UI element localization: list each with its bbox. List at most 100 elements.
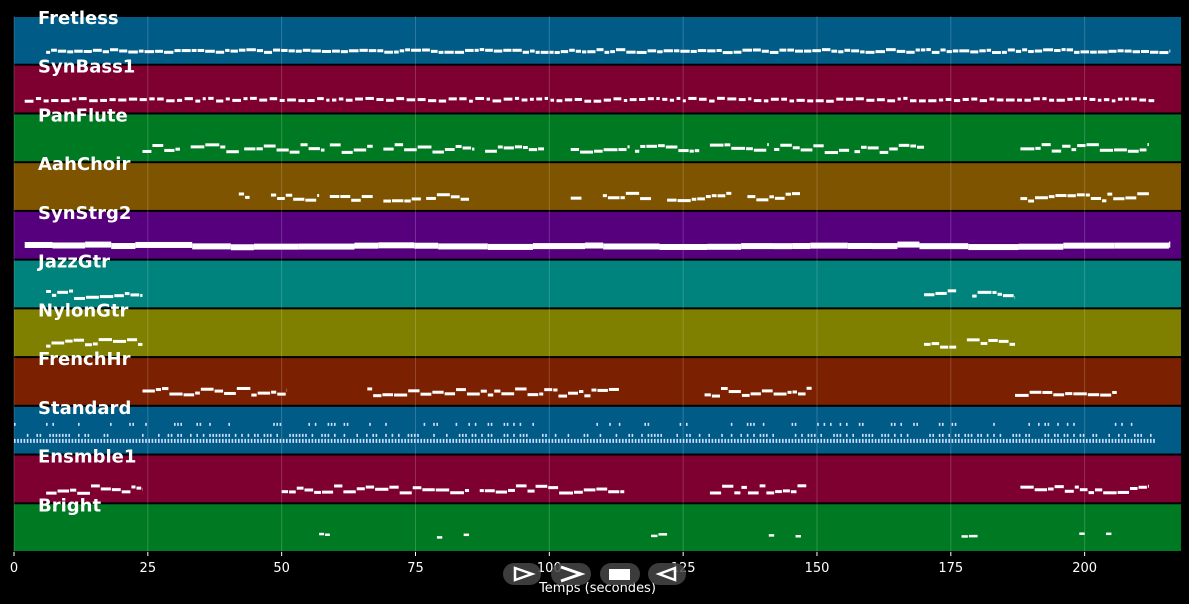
note [686, 422, 688, 426]
note [753, 99, 762, 103]
note [263, 144, 276, 148]
note [554, 438, 557, 443]
note [287, 98, 296, 102]
note [462, 433, 464, 437]
note [618, 422, 621, 426]
note [238, 48, 246, 52]
note [279, 98, 285, 102]
note [615, 438, 618, 443]
note [938, 438, 941, 443]
note [487, 243, 533, 250]
note [1054, 433, 1056, 437]
note [817, 422, 819, 426]
note [1034, 438, 1037, 443]
note [58, 433, 61, 437]
stop-button[interactable] [600, 563, 640, 585]
note [263, 438, 266, 443]
note [1086, 143, 1099, 147]
note [327, 422, 330, 426]
note [596, 438, 598, 443]
note [311, 438, 314, 443]
note [135, 438, 138, 443]
note [289, 433, 291, 437]
note [862, 438, 864, 443]
note [954, 438, 957, 443]
note [238, 192, 245, 196]
note [100, 438, 102, 443]
note [506, 422, 509, 426]
note [1076, 438, 1078, 443]
note [353, 148, 367, 152]
note [734, 438, 736, 443]
forward-button[interactable] [551, 563, 591, 585]
note [852, 438, 854, 443]
track-band-panflute [14, 114, 1181, 162]
note [135, 241, 193, 248]
note [118, 98, 127, 102]
note [761, 389, 773, 393]
note [738, 98, 746, 102]
note [1137, 192, 1149, 196]
note [321, 438, 323, 443]
note [945, 438, 947, 443]
note [177, 422, 179, 426]
note [218, 438, 221, 443]
note [266, 438, 269, 443]
note [1012, 438, 1014, 443]
note [225, 48, 230, 52]
note [539, 392, 544, 396]
note [132, 422, 134, 426]
note [200, 387, 214, 391]
note [241, 433, 243, 437]
note [989, 97, 995, 101]
note [980, 433, 982, 437]
note [436, 193, 450, 197]
note [383, 199, 391, 203]
note [1061, 48, 1066, 52]
note [676, 433, 678, 437]
note [484, 438, 486, 443]
note [938, 433, 941, 437]
note [529, 49, 535, 53]
rewind-button[interactable] [648, 563, 686, 585]
note [212, 438, 214, 443]
note [791, 192, 801, 196]
note [768, 534, 775, 537]
note [459, 97, 467, 101]
note [842, 438, 845, 443]
note [695, 438, 698, 443]
note [1124, 49, 1132, 53]
note [1089, 97, 1096, 101]
note [334, 438, 336, 443]
note [545, 433, 547, 437]
track-band-synbass1 [14, 65, 1181, 113]
note [375, 433, 378, 437]
note [1112, 390, 1117, 394]
note [89, 99, 98, 103]
note [979, 49, 986, 53]
note [166, 99, 175, 103]
notes-standard [14, 422, 1155, 443]
note [647, 49, 657, 53]
note [686, 433, 688, 437]
note [57, 489, 70, 493]
note [676, 438, 678, 443]
note [246, 48, 256, 52]
note [1018, 438, 1021, 443]
note [308, 422, 310, 426]
note [929, 433, 931, 437]
note [225, 438, 227, 443]
play-button[interactable] [503, 563, 541, 585]
note [225, 433, 227, 437]
track-label-synstrg2: SynStrg2 [38, 203, 131, 224]
note [564, 438, 566, 443]
note [1015, 433, 1018, 437]
note [872, 243, 898, 250]
note [682, 99, 686, 103]
note [862, 433, 864, 437]
note [1124, 438, 1126, 443]
note [913, 438, 915, 443]
note [1028, 199, 1035, 203]
note [519, 433, 522, 437]
note [128, 50, 138, 54]
